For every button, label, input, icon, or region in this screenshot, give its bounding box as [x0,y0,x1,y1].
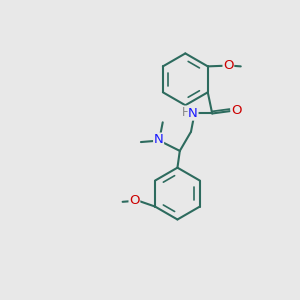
Text: O: O [231,104,242,117]
Text: H: H [182,106,191,119]
Text: N: N [154,133,164,146]
Text: N: N [188,107,198,120]
Text: O: O [223,59,234,72]
Text: O: O [129,194,140,207]
